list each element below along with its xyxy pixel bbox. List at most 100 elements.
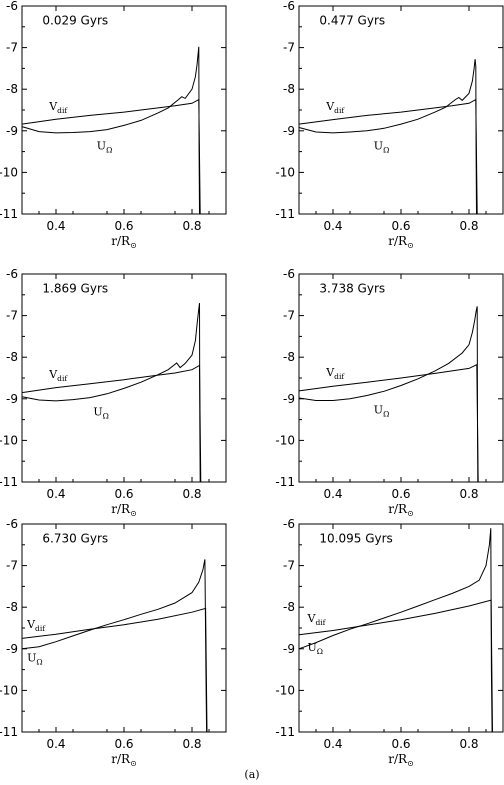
chart-5-xlabel-sub: ⊙ [130, 759, 137, 768]
chart-6-series-1-line [298, 599, 493, 733]
chart-2-ytick-label-2: -9 [283, 124, 295, 138]
chart-6-ytick-label-1: -10 [275, 683, 295, 697]
chart-3-series-label-1: Vdif [48, 368, 68, 383]
chart-3-ytick-label-1: -10 [0, 433, 18, 447]
chart-3-series-2-line [21, 303, 201, 483]
chart-4-series-label-1: Vdif [325, 366, 345, 381]
chart-3-xlabel-main: r/R [111, 502, 131, 516]
chart-1-series-label-sub: dif [57, 106, 68, 115]
chart-6-ytick-label-4: -7 [283, 559, 295, 573]
chart-5-ytick-label-0: -11 [0, 725, 18, 739]
chart-3-ytick-label-5: -6 [6, 267, 18, 281]
chart-5-xlabel-main: r/R [111, 752, 131, 766]
chart-2-xtick-label-2: 0.8 [459, 219, 478, 233]
chart-6-xlabel-sub: ⊙ [407, 759, 414, 768]
chart-6-frame [298, 523, 504, 733]
chart-1-series-2-line [21, 46, 200, 215]
chart-4-xtick-label-2: 0.8 [459, 487, 478, 501]
chart-6-xtick-label-1: 0.6 [391, 737, 410, 751]
chart-6-series-label-sub: dif [315, 618, 326, 627]
chart-2-series-label-1: Vdif [325, 100, 345, 115]
chart-5-series-label-sub: dif [35, 624, 46, 633]
chart-5-ytick-label-3: -8 [6, 600, 18, 614]
chart-1-xlabel-main: r/R [111, 234, 131, 248]
chart-3-series-label-sub: Ω [103, 411, 109, 420]
chart-panel-3: -11 -10 -9 -8 -7 -6 0.4 0.6 0.8 1.869 Gyrs r/R⊙ Vdi… [0, 267, 227, 518]
chart-6-ytick-label-2: -9 [283, 642, 295, 656]
chart-2-title: 0.477 Gyrs [319, 14, 385, 28]
chart-4-series-label-sub: dif [334, 372, 345, 381]
chart-6-series-2-line [298, 528, 493, 733]
chart-4-title: 3.738 Gyrs [319, 282, 385, 296]
chart-6-xtick-label-2: 0.8 [459, 737, 478, 751]
chart-4-series-label-2: UΩ [374, 403, 390, 418]
chart-4-ytick-label-1: -10 [275, 433, 295, 447]
chart-5-title: 6.730 Gyrs [42, 532, 108, 546]
chart-4-xlabel-sub: ⊙ [407, 509, 414, 518]
chart-4-ytick-label-2: -9 [283, 392, 295, 406]
figure-caption: (a) [244, 768, 259, 781]
chart-3-ytick-label-3: -8 [6, 350, 18, 364]
chart-5-ytick-label-2: -9 [6, 642, 18, 656]
chart-3-ytick-label-4: -7 [6, 309, 18, 323]
chart-5-ytick-label-1: -10 [0, 683, 18, 697]
chart-5-series-label-main: U [27, 651, 36, 664]
chart-1-xlabel: r/R⊙ [111, 234, 137, 250]
chart-5-xtick-label-2: 0.8 [182, 737, 201, 751]
chart-5-ytick-label-5: -6 [6, 517, 18, 531]
chart-4-ytick-label-4: -7 [283, 309, 295, 323]
chart-panel-6: -11 -10 -9 -8 -7 -6 0.4 0.6 0.8 10.095 Gyrs r/R⊙ Vd… [275, 517, 504, 768]
chart-1-xlabel-sub: ⊙ [130, 241, 137, 250]
chart-panel-5: -11 -10 -9 -8 -7 -6 0.4 0.6 0.8 6.730 Gyrs r/R⊙ Vdi… [0, 517, 227, 768]
chart-2-series-label-sub: dif [334, 106, 345, 115]
chart-3-ytick-label-2: -9 [6, 392, 18, 406]
chart-3-series-label-main: U [93, 405, 102, 418]
chart-6-ytick-label-5: -6 [283, 517, 295, 531]
chart-1-series-1-line [21, 98, 201, 215]
chart-1-xtick-label-2: 0.8 [182, 219, 201, 233]
chart-1-series-label-2: UΩ [97, 140, 113, 155]
chart-1-ytick-label-3: -8 [6, 82, 18, 96]
chart-1-ytick-label-1: -10 [0, 165, 18, 179]
chart-6-ytick-label-3: -8 [283, 600, 295, 614]
chart-2-series-2-line [298, 59, 477, 215]
chart-4-series-label-main: V [325, 366, 335, 379]
chart-2-series-label-2: UΩ [374, 140, 390, 155]
chart-5-series-label-1: Vdif [26, 618, 46, 633]
chart-1-xtick-label-1: 0.6 [114, 219, 133, 233]
chart-4-series-2-line [298, 306, 479, 483]
chart-2-xlabel: r/R⊙ [388, 234, 414, 250]
chart-3-series-label-sub: dif [57, 374, 68, 383]
chart-6-series-label-1: Vdif [307, 612, 327, 627]
chart-6-xlabel: r/R⊙ [388, 752, 414, 768]
chart-6-title: 10.095 Gyrs [319, 532, 392, 546]
chart-2-series-label-main: V [325, 100, 335, 113]
chart-4-series-label-sub: Ω [383, 409, 389, 418]
chart-6-ytick-label-0: -11 [275, 725, 295, 739]
chart-5-series-label-sub: Ω [36, 657, 42, 666]
chart-3-xlabel: r/R⊙ [111, 502, 137, 518]
chart-3-title: 1.869 Gyrs [42, 282, 108, 296]
chart-panel-2: -11 -10 -9 -8 -7 -6 0.4 0.6 0.8 0.477 Gyrs r/R⊙ Vdi… [275, 0, 504, 250]
chart-4-xtick-label-0: 0.4 [323, 487, 342, 501]
chart-2-xtick-label-0: 0.4 [323, 219, 342, 233]
chart-5-series-2-line [21, 559, 208, 733]
chart-4-xlabel: r/R⊙ [388, 502, 414, 518]
chart-6-xlabel-main: r/R [388, 752, 408, 766]
chart-5-xlabel: r/R⊙ [111, 752, 137, 768]
chart-1-series-label-1: Vdif [48, 100, 68, 115]
chart-2-xlabel-main: r/R [388, 234, 408, 248]
chart-3-xlabel-sub: ⊙ [130, 509, 137, 518]
chart-6-series-label-sub: Ω [317, 647, 323, 656]
chart-5-series-label-2: UΩ [27, 651, 42, 666]
chart-1-title: 0.029 Gyrs [42, 14, 108, 28]
chart-4-xlabel-main: r/R [388, 502, 408, 516]
chart-1-ytick-label-0: -11 [0, 207, 18, 221]
chart-4-series-label-main: U [374, 403, 383, 416]
chart-6-series-label-2: UΩ [308, 641, 324, 656]
chart-1-series-label-sub: Ω [106, 146, 112, 155]
chart-3-xtick-label-0: 0.4 [46, 487, 65, 501]
chart-5-series-1-line [21, 607, 208, 733]
chart-2-ytick-label-1: -10 [275, 165, 295, 179]
